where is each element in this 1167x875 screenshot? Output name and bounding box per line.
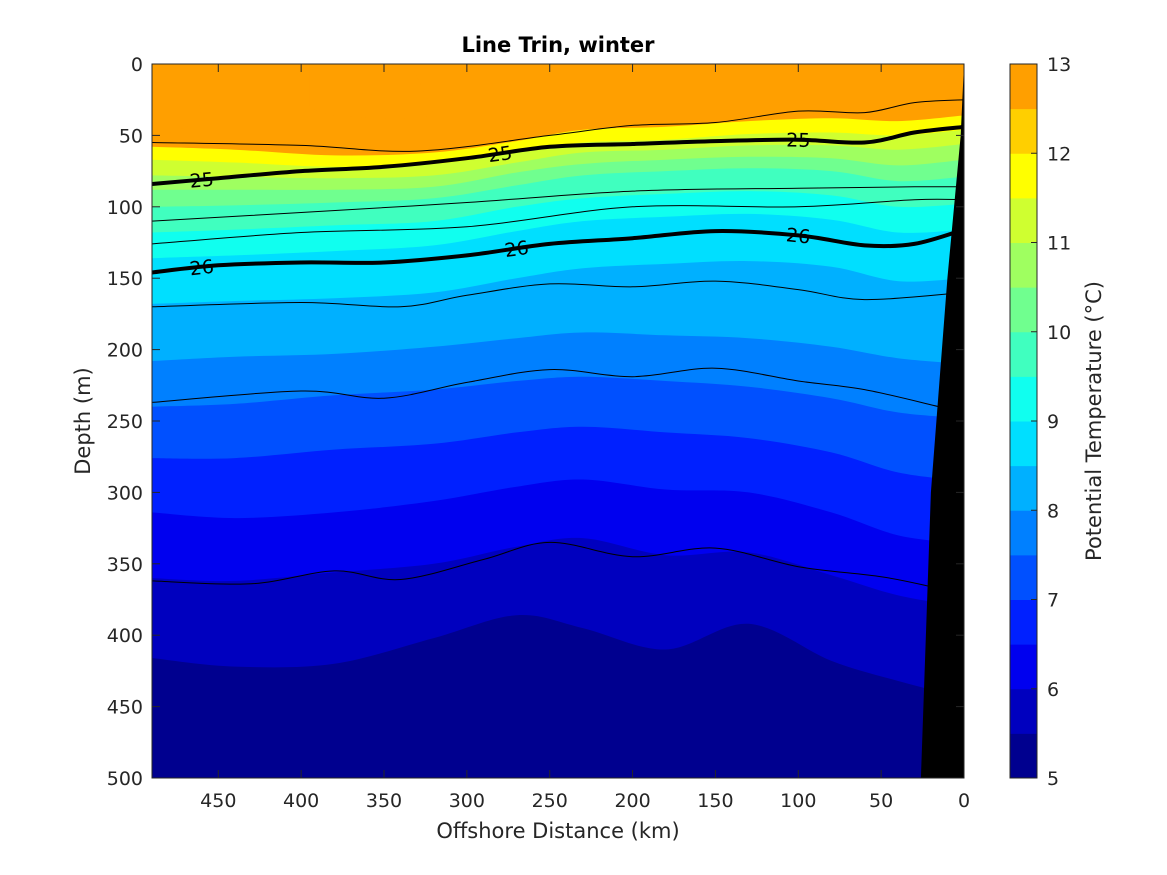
density-contour-label-text: 25 bbox=[786, 130, 810, 152]
density-contour-label: 25 bbox=[786, 130, 810, 152]
colorbar-swatch bbox=[1010, 644, 1037, 690]
density-contour-label-text: 25 bbox=[487, 142, 514, 167]
y-tick-label: 500 bbox=[107, 768, 143, 790]
x-tick-label: 350 bbox=[366, 790, 402, 812]
x-tick-label: 150 bbox=[697, 790, 733, 812]
colorbar-swatch bbox=[1010, 197, 1037, 243]
x-tick-label: 100 bbox=[780, 790, 816, 812]
density-contour bbox=[152, 99, 964, 152]
colorbar-swatch bbox=[1010, 421, 1037, 467]
density-contour-label-text: 26 bbox=[503, 237, 530, 262]
density-contour-label-text: 25 bbox=[189, 169, 215, 193]
colorbar-label: Potential Temperature (°C) bbox=[1082, 281, 1106, 561]
colorbar-tick-label: 8 bbox=[1047, 500, 1059, 522]
y-tick-label: 150 bbox=[107, 268, 143, 290]
colorbar-swatch bbox=[1010, 64, 1037, 110]
x-tick-label: 300 bbox=[449, 790, 485, 812]
y-tick-label: 450 bbox=[107, 697, 143, 719]
density-contour bbox=[152, 198, 964, 245]
colorbar-swatch bbox=[1010, 733, 1037, 779]
density-contour-labeled bbox=[152, 124, 964, 186]
y-tick-label: 400 bbox=[107, 625, 143, 647]
density-contours: 25 25 25 26 26 26 bbox=[152, 99, 964, 588]
colorbar-swatch bbox=[1010, 331, 1037, 377]
density-contour-label: 26 bbox=[189, 256, 215, 280]
density-contour-label: 25 bbox=[487, 142, 514, 167]
colorbar-swatch bbox=[1010, 554, 1037, 600]
density-contour-label-text: 26 bbox=[189, 256, 215, 280]
y-tick-label: 350 bbox=[107, 554, 143, 576]
density-contour-label: 26 bbox=[503, 237, 530, 262]
colorbar-tick-label: 11 bbox=[1047, 233, 1071, 255]
y-tick-label: 50 bbox=[119, 125, 143, 147]
density-contour bbox=[152, 186, 964, 222]
colorbar-tick-label: 9 bbox=[1047, 411, 1059, 433]
density-contour-label: 25 bbox=[189, 169, 215, 193]
bottom-topography bbox=[920, 64, 964, 778]
x-tick-label: 450 bbox=[200, 790, 236, 812]
density-contour-label: 26 bbox=[785, 224, 811, 248]
chart-title: Line Trin, winter bbox=[461, 33, 655, 57]
x-axis: 450 400 350 300 250 200 150 100 50 0 bbox=[200, 64, 970, 812]
x-tick-label: 400 bbox=[283, 790, 319, 812]
colorbar: 5 6 7 8 9 10 11 12 13 bbox=[1009, 54, 1071, 790]
colorbar-tick-label: 12 bbox=[1047, 143, 1071, 165]
colorbar-tick-label: 13 bbox=[1047, 54, 1071, 76]
y-tick-label: 0 bbox=[131, 54, 143, 76]
temperature-band bbox=[152, 615, 964, 778]
plot-area: 25 25 25 26 26 26 bbox=[151, 63, 965, 779]
density-contour-labeled bbox=[152, 227, 964, 275]
colorbar-swatch bbox=[1010, 108, 1037, 154]
colorbar-tick-label: 7 bbox=[1047, 590, 1059, 612]
colorbar-swatch bbox=[1010, 153, 1037, 199]
colorbar-tick-label: 5 bbox=[1047, 768, 1059, 790]
density-contour bbox=[152, 280, 964, 308]
y-axis: 0 50 100 150 200 250 300 350 400 450 500 bbox=[107, 54, 964, 790]
colorbar-swatch bbox=[1010, 599, 1037, 645]
colorbar-swatch bbox=[1010, 688, 1037, 734]
warm-water-patch bbox=[309, 64, 434, 119]
colorbar-swatch bbox=[1010, 242, 1037, 288]
x-tick-label: 50 bbox=[869, 790, 893, 812]
colorbar-swatch bbox=[1010, 287, 1037, 333]
y-axis-label: Depth (m) bbox=[71, 367, 95, 474]
temperature-field bbox=[152, 64, 964, 778]
density-contour-label-text: 26 bbox=[785, 224, 811, 248]
colorbar-tick-label: 10 bbox=[1047, 322, 1071, 344]
density-contour bbox=[152, 541, 931, 588]
colorbar-swatch bbox=[1010, 376, 1037, 422]
x-tick-label: 200 bbox=[614, 790, 650, 812]
x-tick-label: 250 bbox=[532, 790, 568, 812]
x-tick-label: 0 bbox=[958, 790, 970, 812]
warm-water-patch bbox=[152, 64, 201, 139]
colorbar-tick-label: 6 bbox=[1047, 679, 1059, 701]
y-tick-label: 100 bbox=[107, 197, 143, 219]
x-axis-label: Offshore Distance (km) bbox=[436, 819, 679, 843]
colorbar-swatch bbox=[1010, 510, 1037, 556]
y-tick-label: 200 bbox=[107, 340, 143, 362]
y-tick-label: 250 bbox=[107, 411, 143, 433]
density-contour bbox=[152, 367, 940, 408]
colorbar-swatch bbox=[1010, 465, 1037, 511]
y-tick-label: 300 bbox=[107, 482, 143, 504]
